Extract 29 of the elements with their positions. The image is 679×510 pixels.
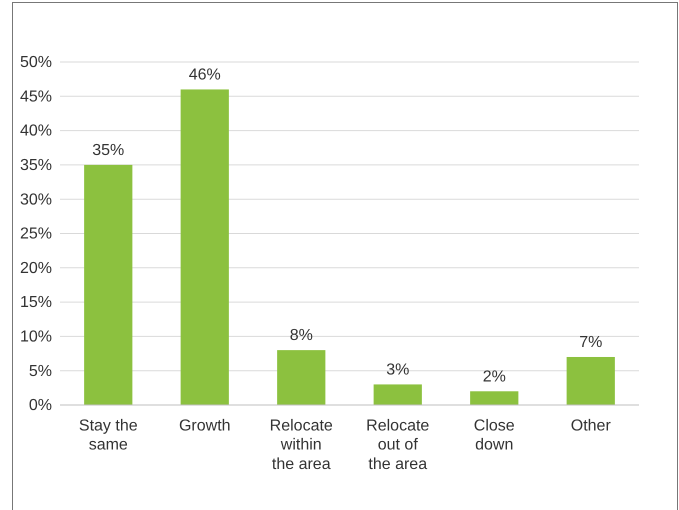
y-tick-label: 5% [28,362,52,380]
x-tick-label: Growth [178,417,231,434]
x-tick-label: Relocate out of the area [366,417,430,473]
bar [566,356,615,405]
y-tick-label: 45% [20,88,52,106]
data-label: 3% [386,361,410,378]
bar [180,89,229,405]
bar [84,164,132,405]
data-label: 8% [290,327,313,344]
y-tick-label: 30% [20,191,52,208]
y-tick-label: 15% [20,294,52,312]
data-label: 35% [92,142,124,159]
x-tick-label: Close down [474,417,515,454]
y-tick-label: 10% [20,328,52,346]
bar [277,350,326,405]
y-tick-label: 40% [20,122,52,140]
x-tick-label: Relocate within the area [270,417,333,473]
bar [374,384,422,405]
y-tick-label: 35% [20,157,52,174]
y-tick-label: 20% [20,260,52,277]
data-label: 7% [579,334,602,351]
data-label: 2% [482,368,506,386]
x-tick-label: Stay the same [78,417,138,454]
bar [470,391,518,405]
y-tick-label: 0% [28,397,52,414]
y-tick-label: 25% [20,226,52,243]
x-tick-label: Other [570,417,612,434]
y-tick-label: 50% [20,54,52,72]
data-label: 46% [188,66,221,84]
